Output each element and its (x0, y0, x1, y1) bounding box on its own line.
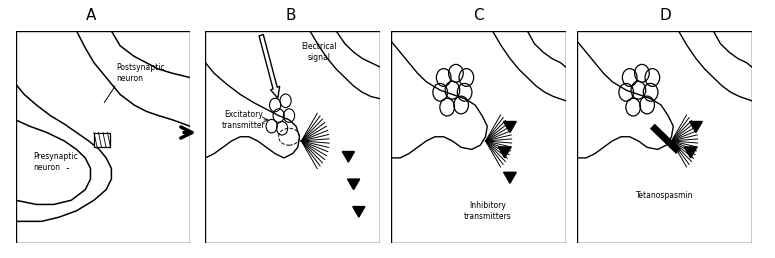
Text: Presynaptic
neuron: Presynaptic neuron (33, 152, 78, 172)
Polygon shape (504, 172, 516, 183)
Bar (94, 133, 110, 147)
Polygon shape (347, 179, 360, 190)
Polygon shape (498, 147, 511, 158)
Polygon shape (684, 147, 697, 158)
Text: Inhibitory
transmitters: Inhibitory transmitters (463, 201, 512, 221)
Text: Tetanospasmin: Tetanospasmin (636, 191, 694, 200)
Text: Excitatory
transmitter: Excitatory transmitter (222, 110, 266, 130)
Text: A: A (86, 8, 97, 23)
Polygon shape (690, 122, 702, 133)
Polygon shape (343, 151, 354, 162)
Polygon shape (504, 122, 516, 133)
Text: Postsynaptic
neuron: Postsynaptic neuron (116, 63, 165, 83)
Polygon shape (353, 207, 365, 217)
Text: D: D (659, 8, 671, 23)
Text: C: C (473, 8, 484, 23)
Text: B: B (285, 8, 296, 23)
FancyArrow shape (259, 34, 280, 98)
Text: Electrical
signal: Electrical signal (301, 42, 336, 62)
